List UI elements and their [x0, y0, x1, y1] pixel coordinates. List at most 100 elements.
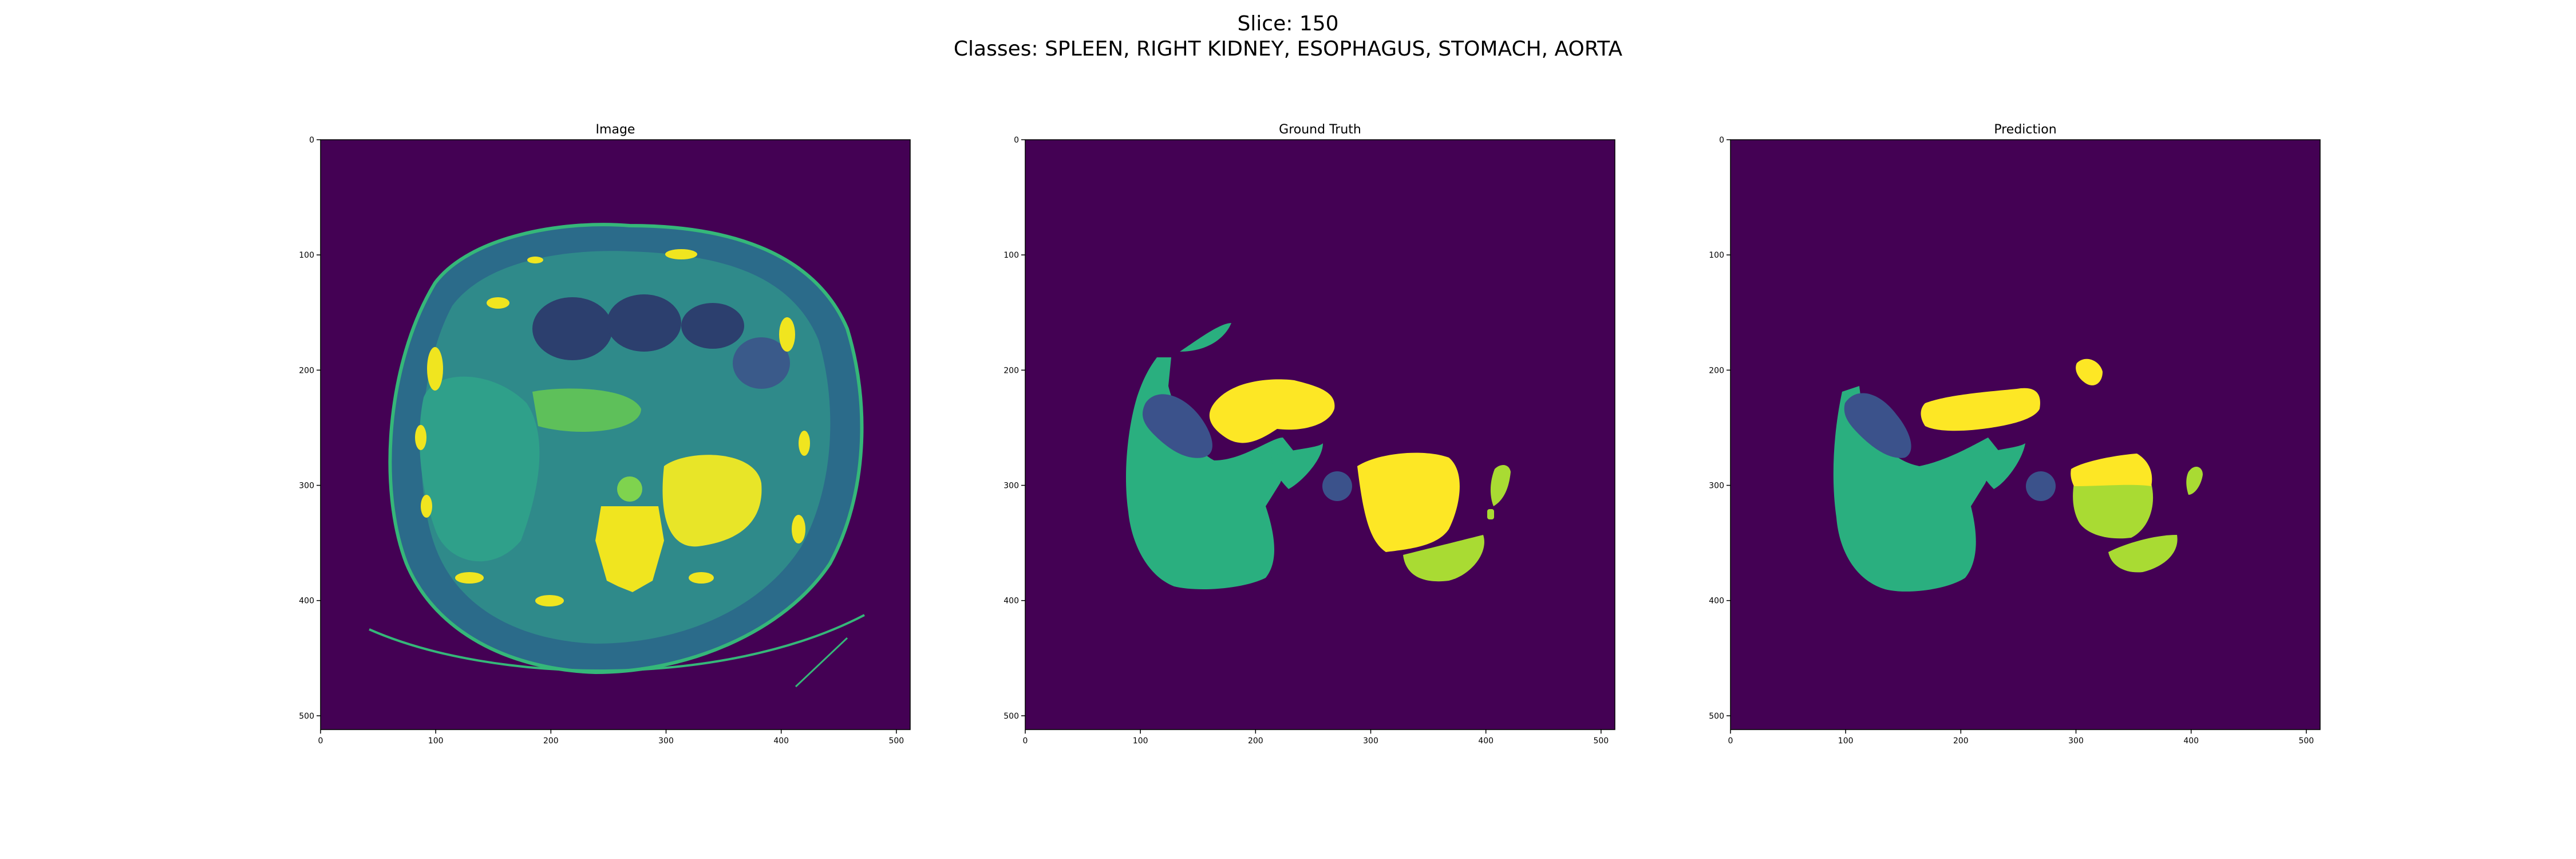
ground-truth-panel: Ground Truth 0 100 200 300 400 500 0 100 200 300 4… [979, 123, 1626, 746]
pred-background [1730, 140, 2320, 730]
ct-rib-1 [427, 347, 443, 391]
ct-bowel-air-3 [681, 303, 744, 349]
pred-dark-blue-region [1844, 393, 1911, 458]
y-tick-label: 100 [1003, 251, 1019, 260]
prediction-panel-title: Prediction [1994, 123, 2057, 137]
image-panel: Image [275, 123, 922, 746]
figure-title-slice: Slice: 150 [1237, 12, 1339, 36]
x-tick-label: 300 [1363, 736, 1378, 746]
gt-lime-lower [1403, 535, 1484, 582]
ct-bright-organ [662, 455, 762, 547]
ct-spine [595, 506, 664, 592]
y-tick-label: 300 [1003, 482, 1019, 491]
x-tick-label: 400 [773, 736, 789, 746]
prediction-ticks: 0 100 200 300 400 500 0 100 200 300 400 500 [1709, 136, 2314, 746]
ct-liver [419, 376, 540, 562]
prediction-axis-frame: 0 100 200 300 400 500 0 100 200 300 400 500 [1709, 136, 2321, 746]
ct-artifact-line [795, 637, 848, 688]
y-tick-label: 200 [299, 366, 314, 375]
gt-yellow-upper [1209, 379, 1335, 443]
x-tick-label: 500 [1593, 736, 1609, 746]
image-ticks: 0 100 200 300 400 500 0 100 200 300 400 500 [299, 136, 904, 746]
ct-body-inner [421, 251, 831, 644]
ct-rib-8 [799, 431, 810, 456]
prediction-plot [1730, 140, 2320, 730]
y-tick-label: 400 [299, 597, 314, 606]
ct-rib-7 [792, 515, 805, 543]
x-tick-label: 0 [318, 736, 323, 746]
ct-rib-5 [535, 595, 564, 606]
x-tick-label: 500 [888, 736, 904, 746]
ct-rib-2 [415, 425, 426, 450]
pred-lime-small [2186, 466, 2203, 495]
ct-rib-12 [527, 257, 543, 263]
x-tick-label: 400 [1478, 736, 1494, 746]
prediction-panel: Prediction 0 100 200 300 400 500 0 100 200 300 400… [1685, 123, 2332, 746]
gt-lime-dot [1487, 509, 1494, 519]
prediction-axes: 0 100 200 300 400 500 0 100 200 300 400 500 [1709, 136, 2321, 746]
figure-title-classes: Classes: SPLEEN, RIGHT KIDNEY, ESOPHAGUS… [953, 37, 1623, 61]
x-tick-label: 0 [1728, 736, 1733, 746]
ct-aorta [617, 476, 642, 502]
y-tick-label: 0 [309, 136, 314, 145]
x-tick-label: 300 [658, 736, 674, 746]
ground-truth-axes: 0 100 200 300 400 500 0 100 200 300 400 500 [1003, 136, 1615, 746]
ct-rib-3 [421, 495, 432, 518]
x-tick-label: 100 [1838, 736, 1854, 746]
y-tick-label: 300 [299, 482, 314, 491]
ct-rib-10 [487, 297, 509, 309]
ground-truth-ticks: 0 100 200 300 400 500 0 100 200 300 400 500 [1003, 136, 1609, 746]
x-tick-label: 200 [1248, 736, 1263, 746]
gt-dark-blue-small [1322, 471, 1352, 501]
image-panel-title: Image [595, 123, 635, 137]
y-tick-label: 500 [299, 712, 314, 721]
y-tick-label: 0 [1014, 136, 1019, 145]
x-tick-label: 500 [2298, 736, 2314, 746]
y-tick-label: 200 [1003, 366, 1019, 375]
ground-truth-panel-title: Ground Truth [1279, 123, 1361, 137]
gt-yellow-right [1357, 452, 1460, 552]
image-axis-frame: 0 100 200 300 400 500 0 100 200 300 400 500 [299, 136, 911, 746]
y-tick-label: 100 [299, 251, 314, 260]
ct-rib-4 [455, 572, 484, 584]
y-tick-label: 300 [1709, 482, 1724, 491]
ground-truth-axis-frame: 0 100 200 300 400 500 0 100 200 300 400 500 [1003, 136, 1615, 746]
x-tick-label: 300 [2068, 736, 2084, 746]
pred-yellow-upper [1921, 388, 2040, 431]
ground-truth-plot [1025, 140, 1615, 730]
y-tick-label: 400 [1003, 597, 1019, 606]
pred-lime-lower [2108, 535, 2178, 573]
ct-table-line [369, 614, 865, 672]
gt-teal-lobe [1271, 443, 1323, 489]
ct-rib-9 [779, 317, 795, 352]
y-tick-label: 0 [1719, 136, 1724, 145]
x-tick-label: 200 [1953, 736, 1969, 746]
x-tick-label: 100 [428, 736, 444, 746]
x-tick-label: 200 [543, 736, 559, 746]
x-tick-label: 100 [1133, 736, 1148, 746]
image-plot [321, 140, 910, 730]
pred-dark-blue-small [2026, 471, 2056, 501]
x-tick-label: 0 [1023, 736, 1028, 746]
ct-rib-6 [689, 572, 714, 584]
ct-bowel-air-2 [607, 294, 681, 352]
pred-yellow-right [2071, 454, 2152, 486]
y-tick-label: 100 [1709, 251, 1724, 260]
ct-bowel-air-4 [733, 337, 790, 389]
y-tick-label: 500 [1003, 712, 1019, 721]
pred-lime-right [2073, 479, 2154, 539]
y-tick-label: 200 [1709, 366, 1724, 375]
ct-bowel-air-1 [532, 297, 613, 360]
x-tick-label: 400 [2183, 736, 2199, 746]
pred-teal-lobe [1977, 443, 2025, 489]
gt-teal-sliver [1180, 323, 1231, 352]
gt-background [1025, 140, 1615, 730]
y-tick-label: 400 [1709, 597, 1724, 606]
ct-rib-11 [665, 249, 697, 259]
gt-dark-blue-region [1143, 394, 1212, 458]
y-tick-label: 500 [1709, 712, 1724, 721]
pred-yellow-top [2076, 358, 2103, 385]
figure-title: Slice: 150 Classes: SPLEEN, RIGHT KIDNEY… [0, 11, 2576, 62]
image-axes: 0 100 200 300 400 500 0 100 200 300 400 500 [299, 136, 911, 746]
gt-lime-right [1490, 465, 1511, 506]
